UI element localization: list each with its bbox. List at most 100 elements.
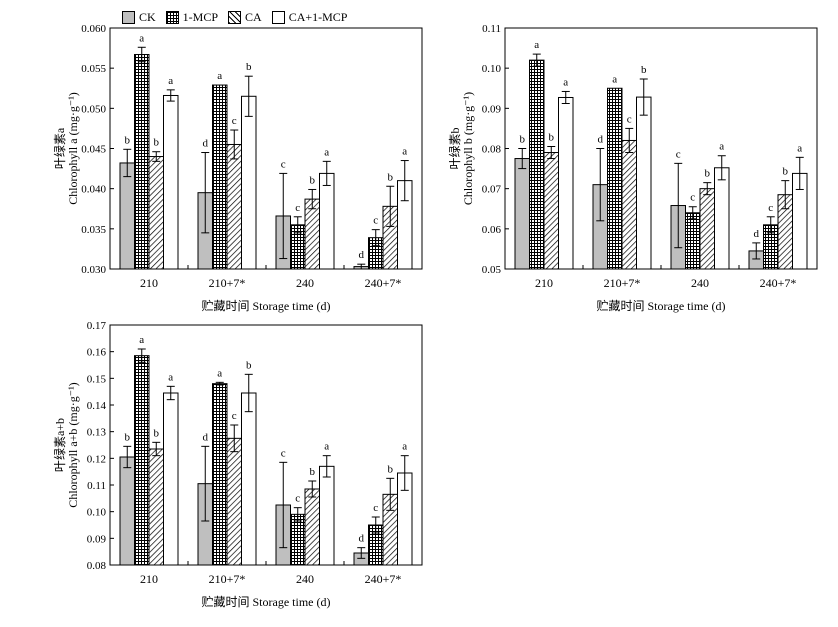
legend-swatch-1mcp <box>165 10 179 24</box>
y-axis-label-en: Chlorophyll a (mg·g⁻¹) <box>66 92 80 205</box>
significance-letter: c <box>690 192 695 204</box>
significance-letter: a <box>402 441 407 453</box>
bar-1-mcp <box>685 212 701 270</box>
bar-ca <box>226 437 242 566</box>
bar-ca <box>304 198 320 270</box>
significance-letter: c <box>373 502 378 514</box>
significance-letter: d <box>598 134 604 146</box>
chart-panel-b: 0.050.060.070.080.090.100.11210baba210+7… <box>447 23 818 313</box>
x-tick-label: 210+7* <box>209 572 246 586</box>
bar-ca-1-mcp <box>241 95 257 270</box>
x-axis-label: 贮藏时间 Storage time (d) <box>202 298 331 313</box>
significance-letter: b <box>246 359 252 371</box>
y-tick-label: 0.07 <box>482 184 502 196</box>
y-tick-label: 0.045 <box>81 144 106 156</box>
chart-panel-ab: 0.08 0.09 0.10 0.11 0.12 0.13 0.14 0.15 0.16 0.17… <box>52 320 423 609</box>
y-axis-label-cn: 叶绿素a+b <box>52 418 67 472</box>
significance-letter: b <box>125 431 131 443</box>
significance-letter: a <box>217 70 222 82</box>
significance-letter: c <box>373 215 378 227</box>
significance-letter: a <box>324 441 329 453</box>
x-tick-label: 210 <box>535 276 553 290</box>
legend-swatch-ca <box>228 10 242 24</box>
bar-ca-1-mcp <box>241 392 257 566</box>
bar-ca <box>543 152 559 270</box>
significance-letter: b <box>549 131 555 143</box>
legend-swatch-ca-1mcp <box>271 10 285 24</box>
y-tick-label: 0.14 <box>87 400 107 412</box>
significance-letter: b <box>154 427 160 439</box>
y-tick-label: 0.030 <box>81 264 106 276</box>
significance-letter: a <box>402 146 407 158</box>
x-tick-label: 240+7* <box>365 276 402 290</box>
significance-letter: a <box>534 39 539 51</box>
y-tick-label: 0.12 <box>87 453 106 465</box>
significance-letter: c <box>768 202 773 214</box>
legend-label-1mcp: 1-MCP <box>182 9 219 24</box>
x-tick-label: 240 <box>296 572 314 586</box>
legend-item-ca: CA <box>228 10 262 25</box>
significance-letter: b <box>125 134 131 146</box>
bar-1-mcp <box>529 59 545 270</box>
bar-ca <box>148 156 164 270</box>
chart-legend: CK 1-MCP CA CA+1-MCP <box>122 9 357 25</box>
y-tick-label: 0.08 <box>87 560 107 572</box>
legend-swatch-ck <box>122 10 135 24</box>
significance-letter: a <box>217 367 222 379</box>
y-tick-label: 0.13 <box>87 427 107 439</box>
x-tick-label: 210+7* <box>209 276 246 290</box>
legend-item-ca-1mcp: CA+1-MCP <box>271 10 347 25</box>
significance-letter: a <box>139 32 144 44</box>
x-tick-label: 210 <box>140 572 158 586</box>
y-axis-label-en: Chlorophyll a+b (mg·g⁻¹) <box>66 382 80 507</box>
bar-ca <box>699 188 715 270</box>
significance-letter: c <box>281 158 286 170</box>
bar-1-mcp <box>134 355 150 566</box>
significance-letter: b <box>310 174 316 186</box>
bar-ck <box>514 158 530 270</box>
bar-ca <box>226 143 242 270</box>
bar-ca-1-mcp <box>636 96 652 270</box>
significance-letter: c <box>295 493 300 505</box>
significance-letter: a <box>719 141 724 153</box>
significance-letter: a <box>797 142 802 154</box>
legend-item-1mcp: 1-MCP <box>165 9 219 25</box>
x-axis-label: 贮藏时间 Storage time (d) <box>202 594 331 609</box>
bar-ca-1-mcp <box>319 465 335 566</box>
bar-1-mcp <box>607 87 623 270</box>
significance-letter: d <box>359 533 365 545</box>
y-tick-label: 0.050 <box>81 103 106 115</box>
x-tick-label: 240+7* <box>760 276 797 290</box>
bar-ca-1-mcp <box>319 172 335 270</box>
y-tick-label: 0.040 <box>81 184 106 196</box>
y-tick-label: 0.11 <box>87 480 106 492</box>
significance-letter: b <box>388 171 394 183</box>
x-tick-label: 240 <box>296 276 314 290</box>
significance-letter: b <box>310 466 316 478</box>
significance-letter: d <box>754 228 760 240</box>
significance-letter: a <box>612 73 617 85</box>
bar-ca <box>148 448 164 566</box>
significance-letter: a <box>563 76 568 88</box>
x-tick-label: 240+7* <box>365 572 402 586</box>
y-axis-label-cn: 叶绿素b <box>447 127 462 169</box>
x-tick-label: 240 <box>691 276 709 290</box>
y-tick-label: 0.15 <box>87 373 107 385</box>
y-axis-label-cn: 叶绿素a <box>52 127 67 169</box>
significance-letter: a <box>139 334 144 346</box>
significance-letter: d <box>203 431 209 443</box>
bar-ck <box>119 456 135 566</box>
significance-letter: c <box>295 202 300 214</box>
y-tick-label: 0.055 <box>81 63 106 75</box>
bar-ca-1-mcp <box>163 392 179 566</box>
significance-letter: a <box>324 146 329 158</box>
significance-letter: b <box>705 168 711 180</box>
significance-letter: b <box>154 137 160 149</box>
significance-letter: c <box>676 148 681 160</box>
bar-ca-1-mcp <box>163 94 179 270</box>
bar-ca <box>621 139 637 270</box>
y-tick-label: 0.10 <box>87 507 107 519</box>
bar-1-mcp <box>212 84 228 270</box>
y-axis-label-en: Chlorophyll b (mg·g⁻¹) <box>461 92 475 205</box>
